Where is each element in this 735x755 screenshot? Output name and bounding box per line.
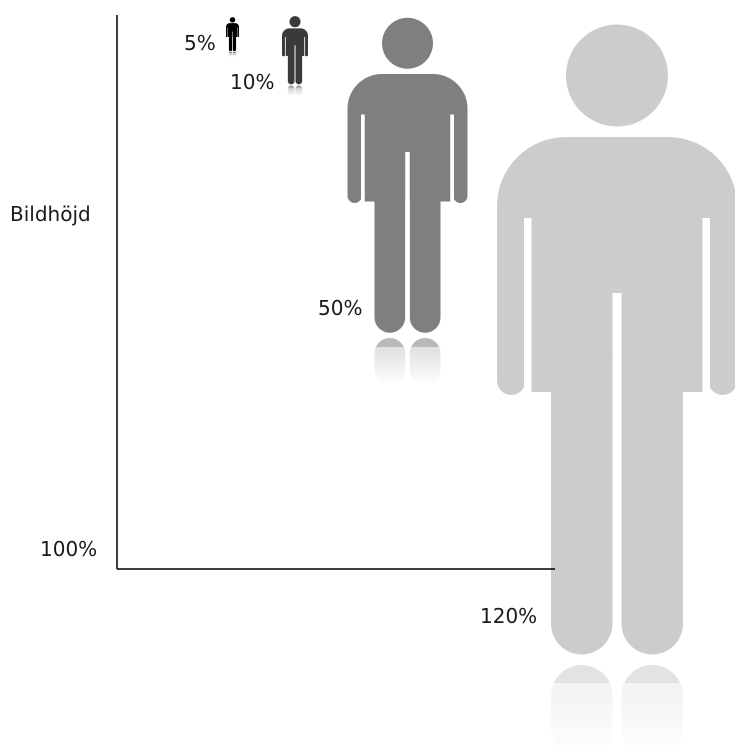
figure-left-leg [229,33,232,51]
figure-right-leg [622,323,684,655]
figure-left-arm-gap [524,218,532,413]
figure-left-leg [551,323,613,655]
figure-leg-gap [613,293,622,661]
figure-right-arm-gap [304,37,305,58]
figure-left-arm [226,27,228,37]
figures-layer [226,16,735,751]
figure-right-leg [233,33,236,51]
figure-head [289,16,300,27]
figure-left-leg [288,49,295,85]
figure-reflection [373,338,442,386]
figure-leg-gap [405,152,410,336]
y-reference-label: 100% [40,537,97,561]
figure-right-arm-gap [703,218,711,413]
figure-left-leg [375,167,406,333]
figure-right-arm [237,27,239,37]
figure-reflection [229,52,236,57]
person-figure-5 [226,17,239,57]
figure-left-arm-gap [285,37,286,58]
person-figure-10 [282,16,308,96]
figure-label-5: 5% [184,31,216,55]
person-figure-50 [348,18,468,386]
figure-right-leg [410,167,441,333]
figure-right-arm [453,107,467,203]
figure-right-arm [709,203,735,395]
figure-label-10: 10% [230,70,274,94]
figure-head [382,18,433,69]
y-axis-label: Bildhöjd [10,202,91,226]
figure-left-arm-gap [361,115,365,213]
figure-leg-gap [295,45,296,85]
figure-right-leg [295,49,302,85]
person-figure-120 [497,25,735,752]
figure-left-arm [348,107,362,203]
figure-left-arm [282,36,285,57]
figure-reflection [288,86,303,96]
figure-left-arm [497,203,526,395]
figure-label-50: 50% [318,296,362,320]
figure-right-arm [305,36,308,57]
figure-label-120: 120% [480,604,537,628]
figure-head [230,17,236,23]
figure-head [566,25,668,127]
figure-reflection [548,665,686,751]
figure-right-arm-gap [450,115,454,213]
